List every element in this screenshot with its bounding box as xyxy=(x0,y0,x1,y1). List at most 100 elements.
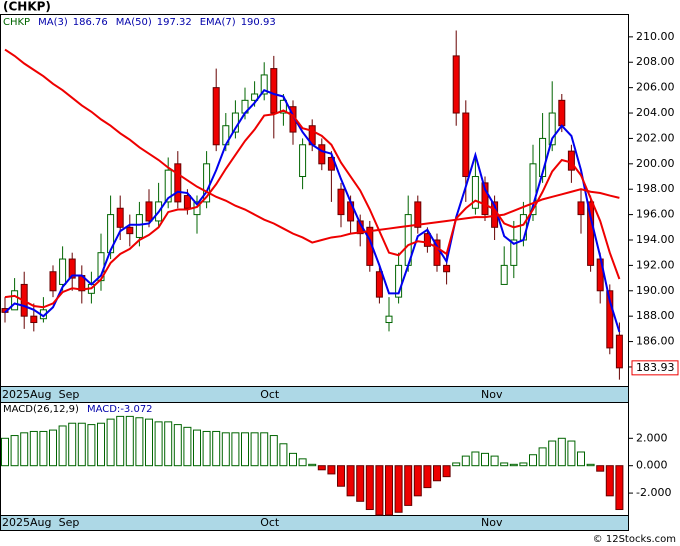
y-tick-label: 2.000 xyxy=(636,431,668,444)
macd-bar xyxy=(260,432,269,467)
macd-bar xyxy=(423,465,432,489)
y-tick-label: 186.00 xyxy=(636,335,675,348)
macd-bar xyxy=(596,465,605,472)
macd-bar xyxy=(20,432,29,467)
x-tick-label: Nov xyxy=(481,388,503,401)
macd-bar xyxy=(346,465,355,497)
macd-bar xyxy=(135,417,144,467)
legend-label: MACD: xyxy=(87,404,120,415)
candle-body xyxy=(318,144,326,165)
macd-bar xyxy=(241,432,249,467)
y-tick-label: 200.00 xyxy=(636,157,675,170)
legend-symbol: CHKP xyxy=(3,17,30,28)
ma-line xyxy=(4,88,621,333)
candle-body xyxy=(481,182,489,216)
macd-bar xyxy=(538,447,547,467)
macd-bar xyxy=(29,430,38,467)
legend-value: 197.32 xyxy=(157,17,192,28)
macd-bar xyxy=(231,432,240,467)
date-strip xyxy=(0,515,629,531)
candle-body xyxy=(452,55,460,114)
macd-bar xyxy=(289,452,297,467)
candle-body xyxy=(548,112,556,146)
y-tick-label: -2.000 xyxy=(636,486,671,499)
macd-bar xyxy=(586,463,595,467)
candle-body xyxy=(529,163,537,216)
macd-bar xyxy=(490,455,499,467)
macd-bar xyxy=(327,465,336,475)
candle-body xyxy=(11,290,19,311)
candle-body xyxy=(49,271,57,292)
macd-bar xyxy=(212,430,221,467)
ma-line xyxy=(4,109,621,309)
y-tick-label: 190.00 xyxy=(636,284,675,297)
macd-bar xyxy=(298,458,307,467)
candle-body xyxy=(116,207,124,228)
candle-body xyxy=(183,195,191,209)
macd-bar xyxy=(404,465,413,506)
candle-body xyxy=(260,74,268,95)
x-tick-label: Nov xyxy=(481,516,503,529)
macd-bar xyxy=(97,422,105,467)
candle-body xyxy=(299,144,307,178)
candle-body xyxy=(251,93,259,101)
macd-bar xyxy=(308,463,317,467)
macd-bar xyxy=(356,465,365,502)
macd-bar xyxy=(202,430,211,467)
macd-bar xyxy=(250,432,259,467)
y-tick-label: 198.00 xyxy=(636,182,675,195)
x-tick-label: 2025Aug xyxy=(2,516,51,529)
candle-body xyxy=(30,315,38,324)
legend-value: -3.072 xyxy=(120,404,152,415)
candle-body xyxy=(395,264,403,298)
candle-body xyxy=(270,68,278,114)
legend-name: MA(50) xyxy=(116,17,152,28)
candle-body xyxy=(375,271,383,298)
macd-bar xyxy=(471,451,480,467)
x-tick-label: Sep xyxy=(59,388,80,401)
candle-body xyxy=(126,226,134,235)
candle-body xyxy=(510,239,518,266)
macd-bar xyxy=(413,465,422,497)
candle-body xyxy=(414,201,422,228)
macd-bar xyxy=(154,421,163,467)
candle-body xyxy=(164,169,172,203)
macd-bar xyxy=(605,465,614,497)
candle-body xyxy=(567,150,575,171)
candle-body xyxy=(558,99,566,127)
y-tick-label: 204.00 xyxy=(636,106,675,119)
macd-bar xyxy=(615,465,624,511)
macd-bar xyxy=(337,465,345,487)
macd-bar xyxy=(529,454,537,467)
macd-bar xyxy=(221,432,230,467)
macd-bar xyxy=(548,440,557,467)
legend-name: EMA(7) xyxy=(200,17,236,28)
macd-bar xyxy=(567,440,576,467)
legend-value: 186.76 xyxy=(73,17,108,28)
candle-body xyxy=(59,258,67,285)
macd-bar xyxy=(375,465,384,516)
x-tick-label: Oct xyxy=(260,388,280,401)
candle-body xyxy=(471,176,479,209)
macd-bar xyxy=(116,415,125,467)
x-tick-label: Sep xyxy=(59,516,80,529)
macd-bar xyxy=(39,430,48,467)
candle-body xyxy=(577,201,585,216)
macd-bar xyxy=(173,424,182,467)
macd-bar xyxy=(125,415,134,467)
candle-body xyxy=(337,188,345,216)
macd-bar xyxy=(385,465,393,516)
macd-bar xyxy=(269,435,278,467)
candle-body xyxy=(145,201,153,222)
x-tick-label: 2025Aug xyxy=(2,388,51,401)
legend: MACD(26,12,9) MACD:-3.072 xyxy=(3,404,153,415)
macd-bar xyxy=(58,425,67,467)
legend: CHKP MA(3) 186.76 MA(50) 197.32 EMA(7) 190.93 xyxy=(3,17,276,28)
candle-body xyxy=(385,315,393,324)
candle-body xyxy=(423,233,431,247)
x-tick-label: Oct xyxy=(260,516,280,529)
macd-bar xyxy=(145,418,153,467)
chart-title: (CHKP) xyxy=(3,0,51,14)
last-price: 183.93 xyxy=(636,361,675,374)
